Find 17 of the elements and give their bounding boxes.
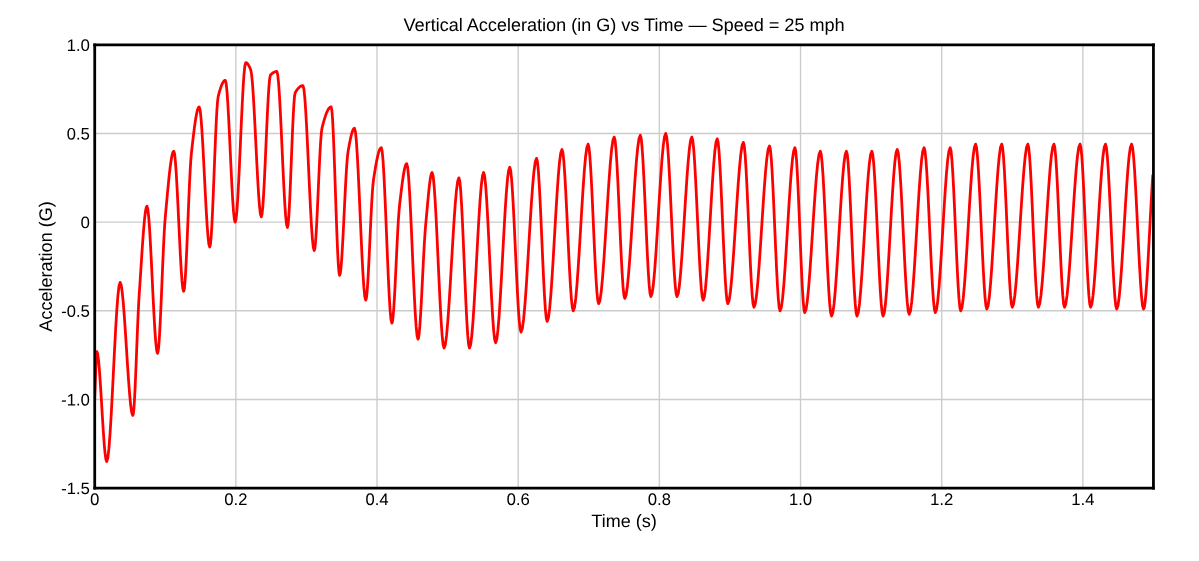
y-tick-label: 1.0 [67, 39, 90, 52]
x-axis-title: Time (s) [591, 514, 656, 531]
x-tick-label: 1.0 [790, 493, 812, 506]
x-tick-label: 0.6 [507, 493, 530, 506]
y-tick-label: -1.0 [61, 393, 90, 406]
y-tick-label: 0.5 [67, 127, 90, 140]
x-tick-label: 0.4 [366, 493, 389, 506]
y-tick-label: 0 [81, 216, 90, 229]
y-tick-label: -1.5 [61, 482, 90, 495]
x-tick-label: 0.2 [224, 493, 247, 506]
x-tick-label: 0.8 [648, 493, 671, 506]
y-axis-title: Acceleration (G) [38, 202, 56, 332]
chart-title: Vertical Acceleration (in G) vs Time — Speed = 25 mph [403, 17, 844, 35]
x-tick-label: 1.4 [1072, 493, 1094, 506]
y-tick-label: -0.5 [61, 305, 90, 317]
x-tick-label: 1.2 [931, 493, 953, 506]
x-tick-label: 0 [90, 493, 99, 506]
